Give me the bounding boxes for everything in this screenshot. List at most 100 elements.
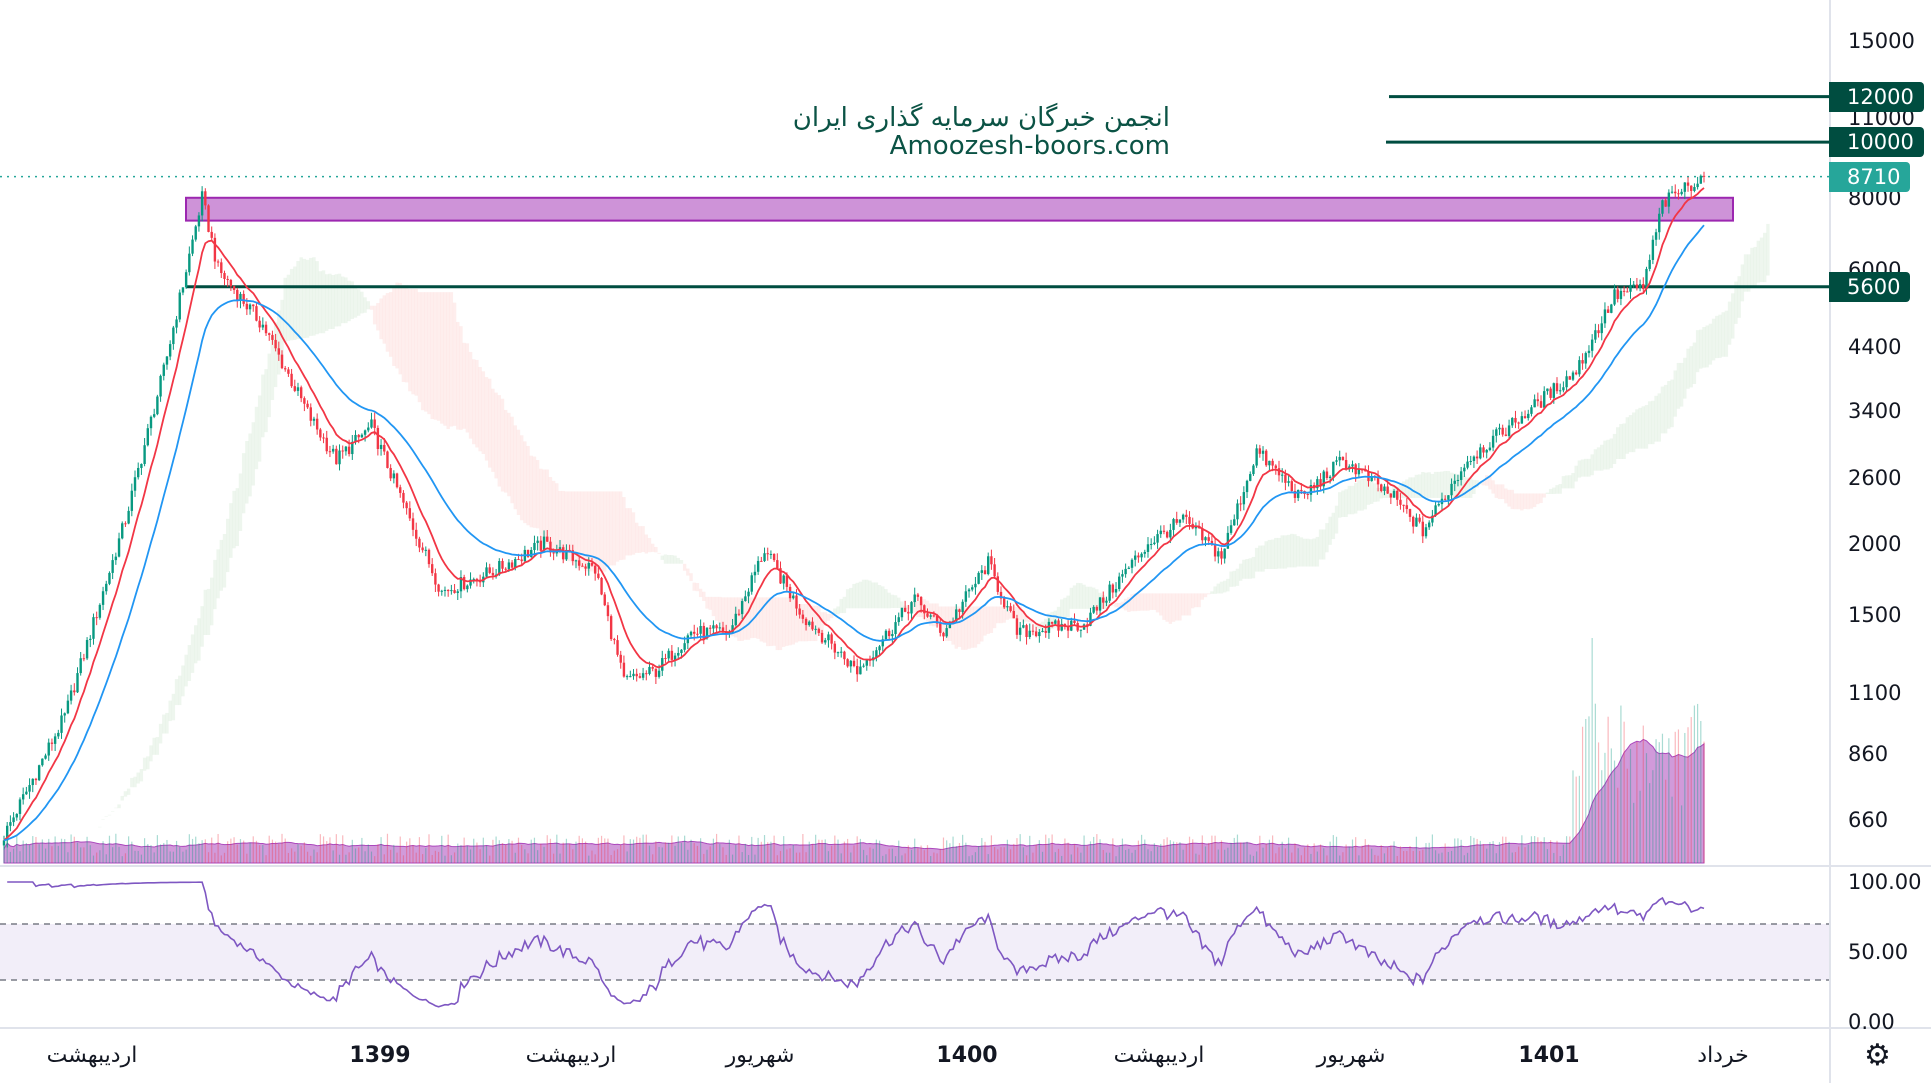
volume-bar (600, 835, 603, 863)
ichimoku-cloud-segment (532, 456, 537, 528)
ichimoku-cloud-segment (1513, 493, 1518, 510)
volume-bar (1230, 842, 1232, 863)
candle-body (843, 651, 846, 660)
ichimoku-cloud-segment (794, 600, 799, 643)
ichimoku-cloud-segment (436, 292, 441, 421)
ichimoku-cloud-segment (567, 491, 572, 562)
ichimoku-cloud-segment (855, 582, 859, 609)
ichimoku-cloud-segment (1133, 593, 1137, 612)
volume-bar (473, 838, 475, 863)
ichimoku-cloud-segment (762, 597, 767, 643)
volume-bar (818, 839, 820, 863)
volume-bar (578, 835, 580, 863)
candle-body (1568, 376, 1571, 380)
candle-body (693, 631, 696, 634)
volume-bar (866, 855, 868, 863)
volume-bar (444, 855, 446, 863)
gear-icon[interactable]: ⚙ (1864, 1038, 1891, 1073)
volume-bar (1188, 836, 1191, 863)
ichimoku-cloud-segment (1299, 537, 1304, 567)
candle-body (983, 570, 987, 575)
ichimoku-cloud-segment (766, 597, 770, 647)
candle-body (181, 287, 185, 293)
volume-bar (588, 855, 590, 863)
volume-bar (1642, 725, 1644, 863)
candle-body (1348, 466, 1351, 469)
volume-bar (505, 844, 507, 863)
candle-body (734, 613, 737, 626)
ichimoku-cloud-segment (1373, 483, 1377, 502)
candle-body (165, 356, 169, 365)
candle-body (1268, 460, 1271, 466)
ichimoku-cloud-segment (142, 757, 147, 771)
ichimoku-cloud-segment (599, 491, 604, 572)
ichimoku-cloud-segment (989, 606, 994, 634)
candle-body (1539, 401, 1543, 408)
candle-body (1335, 460, 1338, 462)
candle-body (846, 659, 849, 667)
volume-bar (492, 839, 494, 863)
volume-bar (1610, 748, 1612, 863)
volume-bar (815, 834, 817, 863)
ichimoku-cloud-segment (1117, 602, 1121, 608)
candle-body (1702, 175, 1706, 177)
ichimoku-cloud-segment (1369, 481, 1374, 504)
volume-bar (508, 839, 510, 863)
volume-bar (1601, 770, 1603, 863)
time-axis-divider (0, 1027, 1931, 1029)
candle-body (427, 549, 431, 565)
ichimoku-cloud-segment (130, 777, 134, 788)
candle-body (673, 655, 677, 660)
candle-body (1383, 486, 1386, 491)
volume-bar (1383, 853, 1386, 863)
volume-bar (1240, 842, 1242, 863)
candle-body (804, 618, 808, 626)
ichimoku-cloud-segment (1587, 458, 1591, 477)
ichimoku-cloud-segment (571, 491, 575, 563)
candle-body (367, 427, 370, 431)
candle-body (526, 549, 530, 557)
volume-bar (668, 842, 670, 863)
candle-body (421, 547, 424, 551)
volume-bar (287, 852, 289, 863)
ichimoku-cloud-segment (1644, 405, 1649, 449)
candle-body (1102, 597, 1105, 603)
volume-bar (223, 852, 226, 863)
volume-bar (300, 845, 302, 863)
candle-body (373, 419, 376, 428)
volume-bar (1227, 847, 1229, 863)
volume-bar (380, 837, 382, 863)
ichimoku-cloud-segment (1737, 276, 1741, 318)
volume-bar (1511, 852, 1513, 863)
ichimoku-cloud-segment (1379, 487, 1383, 499)
candle-body (69, 690, 73, 701)
volume-bar (1553, 852, 1555, 863)
volume-bar (1594, 703, 1596, 863)
volume-bar (799, 852, 801, 863)
volume-bar (974, 852, 977, 863)
volume-bar (469, 849, 472, 863)
rsi-pane-divider[interactable] (0, 865, 1931, 867)
volume-bar (243, 840, 245, 863)
volume-bar (910, 849, 913, 863)
ichimoku-cloud-segment (593, 491, 597, 574)
ichimoku-cloud-segment (1702, 327, 1706, 368)
candle-body (95, 617, 98, 619)
ichimoku-cloud-segment (1711, 318, 1716, 361)
candle-body (248, 304, 252, 310)
volume-bar (994, 846, 996, 863)
volume-bar (984, 841, 986, 863)
candle-body (814, 628, 817, 630)
volume-bar (1035, 844, 1037, 863)
volume-bar (939, 848, 941, 863)
volume-bar (1537, 837, 1539, 863)
candle-body (635, 673, 638, 677)
ichimoku-cloud-segment (1075, 582, 1080, 609)
candle-body (1463, 467, 1466, 472)
volume-bar (946, 840, 948, 863)
candle-body (344, 446, 348, 452)
price-axis-label: 1100 (1848, 680, 1902, 705)
candle-body (351, 441, 354, 455)
ichimoku-cloud-segment (424, 292, 428, 412)
